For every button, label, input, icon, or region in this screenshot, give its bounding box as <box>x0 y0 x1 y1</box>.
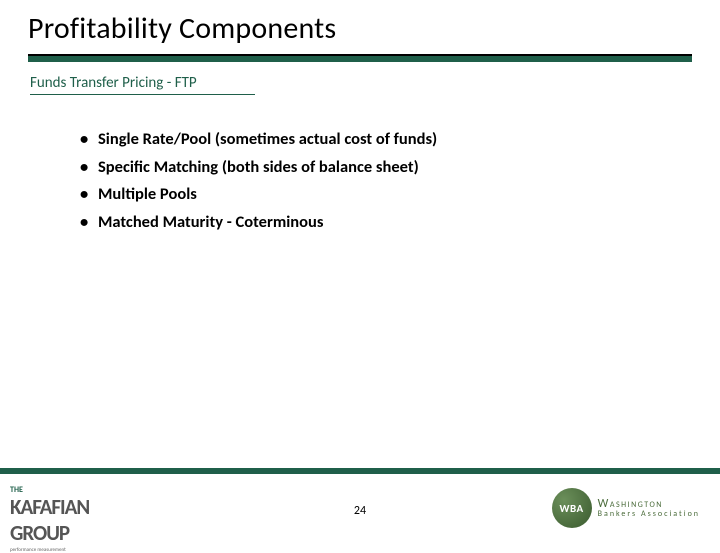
list-item: Single Rate/Pool (sometimes actual cost … <box>80 127 660 153</box>
list-item: Matched Maturity - Coterminous <box>80 210 660 236</box>
logo-left-main: KAFAFIAN <box>10 494 130 520</box>
logo-left-line2: GROUP <box>10 520 69 546</box>
wba-text: Washington Bankers Association <box>598 498 700 518</box>
list-item: Multiple Pools <box>80 182 660 208</box>
list-item: Specific Matching (both sides of balance… <box>80 155 660 181</box>
page-number: 24 <box>354 504 366 518</box>
logo-left-top: THE <box>10 486 130 494</box>
bullet-list: Single Rate/Pool (sometimes actual cost … <box>80 127 660 235</box>
wba-badge-icon: WBA <box>552 488 592 528</box>
logo-left-main2: GROUP <box>10 520 130 546</box>
footer: THE KAFAFIAN GROUP performance measureme… <box>0 480 720 540</box>
wba-line2: Bankers Association <box>598 510 700 518</box>
logo-left-line1: KAFAFIAN <box>10 494 89 520</box>
kafafian-logo: THE KAFAFIAN GROUP performance measureme… <box>10 486 130 526</box>
logo-left-tagline: performance measurement <box>10 547 130 553</box>
page-title: Profitability Components <box>28 10 692 47</box>
wba-logo: WBA Washington Bankers Association <box>552 488 700 528</box>
slide: Profitability Components Funds Transfer … <box>0 0 720 540</box>
title-area: Profitability Components <box>0 0 720 51</box>
wba-badge-text: WBA <box>560 502 584 515</box>
footer-divider <box>0 468 720 474</box>
subtitle: Funds Transfer Pricing - FTP <box>0 62 720 94</box>
